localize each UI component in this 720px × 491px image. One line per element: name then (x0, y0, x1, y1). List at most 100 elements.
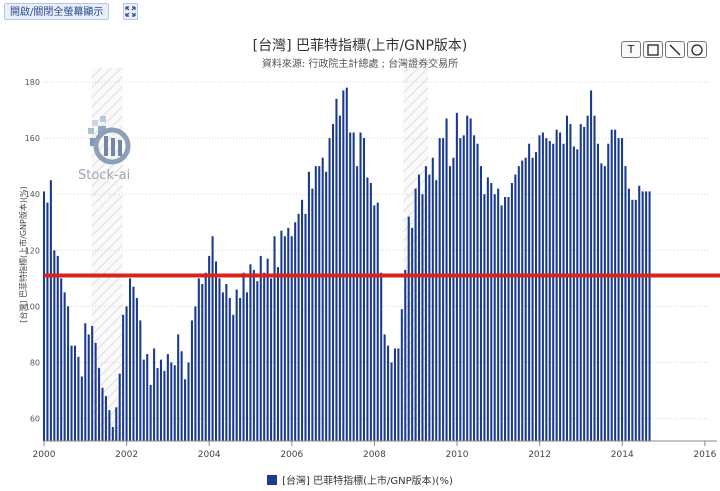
bar (53, 250, 56, 441)
bar (218, 278, 221, 441)
bar (424, 166, 427, 441)
y-tick-label: 80 (30, 358, 40, 367)
bar (462, 135, 465, 441)
bar (156, 368, 159, 441)
bar (600, 163, 603, 441)
bar (459, 138, 462, 441)
bar (469, 118, 472, 441)
bar (115, 407, 118, 441)
bar (60, 278, 63, 441)
rect-tool-button[interactable] (643, 41, 663, 58)
bar (583, 126, 586, 441)
y-tick-label: 120 (25, 246, 40, 255)
bar (235, 289, 238, 441)
bar (579, 124, 582, 442)
bar (362, 138, 366, 441)
bar (352, 132, 355, 441)
bar (631, 199, 634, 441)
line-icon (669, 44, 681, 56)
bar (208, 255, 211, 441)
y-tick-label: 60 (30, 415, 40, 424)
chart-subtitle: 資料來源: 行政院主計總處 ; 台灣證券交易所 (261, 59, 459, 70)
bar (190, 320, 193, 441)
bar (128, 278, 132, 441)
text-tool-button[interactable]: T (621, 41, 641, 58)
bar (414, 188, 417, 441)
bar (201, 283, 204, 441)
bar (545, 138, 548, 441)
bar (345, 87, 348, 441)
bar (624, 166, 627, 441)
bar (42, 191, 46, 441)
bar (645, 191, 648, 441)
bar (552, 143, 555, 441)
watermark-text: Stock-ai (78, 168, 131, 183)
bar (572, 146, 575, 442)
bar (159, 359, 163, 441)
bar (273, 236, 276, 441)
bar (521, 160, 524, 441)
y-tick-label: 100 (25, 302, 40, 311)
bar (524, 157, 527, 441)
bar (603, 166, 606, 441)
bar (204, 272, 207, 441)
bar (245, 292, 249, 441)
bar (46, 202, 49, 441)
legend-label: [台灣] 巴菲特指標(上市/GNP版本)(%) (282, 476, 453, 487)
legend-swatch (267, 475, 278, 485)
bar (590, 90, 593, 441)
x-tick-label: 2010 (446, 450, 469, 460)
bar (479, 166, 482, 441)
bar (263, 272, 266, 441)
circle-tool-button[interactable] (687, 41, 707, 58)
bar (214, 261, 218, 441)
fullscreen-toggle-button[interactable]: 開啟/關閉全螢幕顯示 (4, 3, 110, 20)
x-tick-label: 2014 (611, 450, 634, 460)
bar (211, 236, 214, 441)
bar (256, 281, 259, 441)
bar (473, 135, 476, 441)
bar (283, 236, 286, 441)
chart-legend[interactable]: [台灣] 巴菲特指標(上市/GNP版本)(%) (0, 472, 720, 487)
bar (486, 177, 489, 441)
bar (290, 236, 293, 441)
expand-icon[interactable] (123, 3, 138, 20)
bar (108, 410, 111, 441)
square-icon (647, 44, 659, 56)
line-tool-button[interactable] (665, 41, 685, 58)
bar (84, 323, 87, 441)
bar (166, 354, 169, 441)
bar (111, 426, 114, 441)
bar (610, 129, 613, 441)
bar (576, 149, 579, 442)
bar (617, 138, 620, 441)
bar (534, 152, 538, 441)
bar (270, 278, 273, 441)
bar (314, 166, 317, 441)
bar (569, 124, 572, 442)
bar (435, 180, 438, 441)
bar (153, 348, 156, 441)
bar (541, 132, 544, 441)
bar (466, 115, 469, 441)
bar (170, 362, 173, 441)
bar (73, 345, 76, 441)
bar (452, 157, 455, 441)
bar (380, 272, 383, 441)
bar (331, 124, 335, 442)
bar (335, 98, 338, 442)
bar (359, 132, 362, 441)
x-tick-label: 2012 (528, 450, 551, 460)
bar (442, 138, 445, 441)
bar (259, 255, 262, 441)
bar (366, 177, 369, 441)
bar (228, 297, 231, 441)
x-tick-label: 2008 (363, 450, 386, 460)
bar (356, 166, 359, 441)
bar (400, 309, 403, 441)
bar (225, 283, 228, 441)
bar (648, 191, 651, 441)
bar (483, 194, 486, 441)
bar (67, 306, 70, 441)
bar (614, 129, 617, 441)
